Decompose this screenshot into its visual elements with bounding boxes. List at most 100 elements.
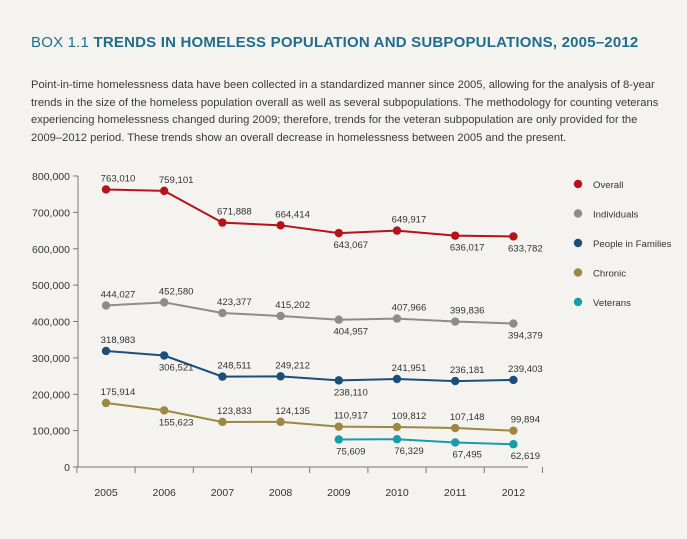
data-label-chronic: 123,833 (217, 406, 252, 417)
legend-label-chronic: Chronic (593, 269, 626, 280)
data-point-individuals (334, 315, 343, 324)
data-point-overall (451, 231, 460, 240)
series-line-veterans (338, 438, 514, 446)
data-point-individuals (451, 317, 460, 326)
legend-label-veterans: Veterans (593, 298, 631, 309)
y-tick-label: 300,000 (32, 353, 70, 365)
data-label-individuals: 407,966 (392, 303, 427, 314)
legend-marker-overall (573, 179, 583, 189)
data-label-chronic: 124,135 (275, 406, 310, 417)
data-label-overall: 763,010 (101, 173, 136, 184)
data-point-veterans (392, 435, 402, 444)
data-label-veterans: 76,329 (394, 446, 423, 457)
data-point-overall (392, 226, 402, 235)
data-point-people-in-families (101, 346, 111, 356)
legend-label-individuals: Individuals (593, 210, 639, 221)
data-label-people-in-families: 236,181 (450, 365, 485, 376)
y-tick-label: 800,000 (32, 171, 70, 183)
data-point-individuals (218, 308, 227, 318)
legend-marker-chronic (573, 268, 583, 277)
data-point-overall (101, 185, 111, 194)
data-label-overall: 643,067 (333, 240, 368, 251)
data-point-people-in-families (509, 375, 518, 385)
data-label-chronic: 110,917 (334, 411, 368, 422)
data-label-chronic: 155,623 (159, 417, 194, 428)
data-point-overall (218, 218, 227, 227)
chart-title: TRENDS IN HOMELESS POPULATION AND SUBPOP… (93, 34, 639, 51)
box-title: BOX 1.1 TRENDS IN HOMELESS POPULATION AN… (31, 34, 638, 51)
x-tick-label: 2006 (153, 487, 177, 499)
data-point-overall (334, 228, 343, 238)
data-label-veterans: 67,495 (453, 449, 482, 460)
legend-label-overall: Overall (593, 180, 623, 191)
data-point-people-in-families (160, 351, 169, 360)
x-tick-label: 2010 (385, 487, 409, 499)
data-point-chronic (392, 422, 402, 432)
legend-marker-veterans (573, 297, 583, 307)
data-point-chronic (334, 422, 343, 431)
box-tag: BOX 1.1 (31, 34, 90, 51)
legend-label-people-in-families: People in Families (593, 239, 672, 250)
data-label-individuals: 399,836 (450, 306, 485, 317)
y-tick-label: 100,000 (32, 426, 70, 438)
x-tick-label: 2011 (444, 487, 467, 499)
data-label-people-in-families: 241,951 (392, 363, 427, 374)
data-point-chronic (451, 423, 460, 433)
data-point-people-in-families (276, 372, 285, 381)
data-point-individuals (101, 301, 111, 310)
data-label-individuals: 444,027 (101, 289, 136, 300)
data-label-people-in-families: 239,403 (508, 364, 543, 375)
data-label-people-in-families: 318,983 (101, 335, 136, 346)
data-label-chronic: 107,148 (450, 412, 485, 423)
data-label-people-in-families: 248,511 (217, 361, 251, 372)
data-label-people-in-families: 238,110 (334, 387, 368, 398)
data-point-veterans (509, 440, 518, 449)
data-label-chronic: 109,812 (392, 411, 427, 422)
data-point-individuals (160, 298, 169, 307)
data-point-people-in-families (392, 374, 402, 384)
series-line-overall (105, 188, 514, 238)
x-tick-label: 2008 (269, 487, 293, 499)
data-point-veterans (334, 435, 343, 444)
x-tick-label: 2009 (327, 487, 351, 499)
x-tick-label: 2012 (502, 487, 526, 499)
y-tick-label: 600,000 (32, 244, 70, 256)
y-tick-label: 0 (64, 462, 70, 474)
data-point-overall (276, 221, 285, 230)
data-label-veterans: 62,619 (511, 451, 540, 462)
data-point-chronic (218, 417, 227, 427)
series-line-people-in-families (105, 349, 514, 383)
data-point-chronic (276, 417, 285, 427)
data-point-veterans (451, 438, 460, 447)
data-label-overall: 759,101 (159, 175, 194, 186)
data-point-overall (160, 186, 169, 196)
data-point-chronic (509, 426, 518, 435)
data-point-chronic (101, 398, 111, 408)
series-line-chronic (105, 402, 514, 432)
legend-marker-people-in-families (573, 238, 583, 248)
data-point-people-in-families (334, 376, 343, 385)
data-label-people-in-families: 249,212 (275, 360, 310, 371)
intro-paragraph: Point-in-time homelessness data have bee… (31, 79, 659, 144)
legend-marker-individuals (573, 209, 583, 218)
data-label-chronic: 175,914 (101, 387, 136, 398)
data-label-individuals: 394,379 (508, 331, 543, 342)
data-point-people-in-families (218, 372, 227, 381)
data-label-individuals: 415,202 (275, 300, 310, 311)
x-tick-label: 2007 (211, 487, 235, 499)
data-label-overall: 633,782 (508, 243, 543, 254)
x-tick-label: 2005 (94, 487, 118, 499)
data-label-individuals: 452,580 (159, 286, 194, 297)
data-label-overall: 636,017 (450, 243, 485, 254)
y-tick-label: 400,000 (32, 317, 70, 329)
data-label-overall: 649,917 (392, 215, 427, 226)
data-label-individuals: 404,957 (333, 327, 368, 338)
data-label-veterans: 75,609 (336, 446, 365, 457)
data-point-people-in-families (451, 376, 460, 386)
data-point-chronic (160, 406, 169, 415)
data-label-individuals: 423,377 (217, 297, 252, 308)
data-label-people-in-families: 306,521 (159, 363, 194, 374)
data-point-individuals (392, 314, 402, 323)
data-point-individuals (276, 311, 285, 321)
